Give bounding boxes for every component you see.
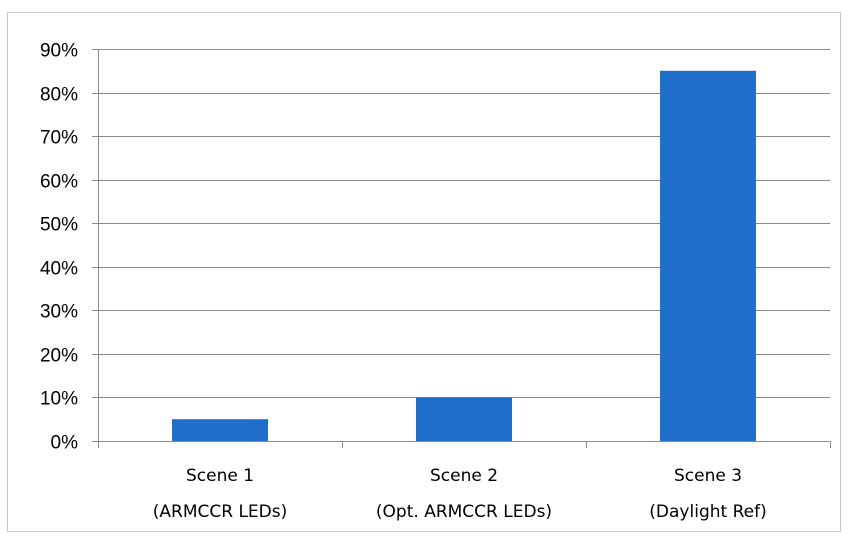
bars (172, 70, 756, 442)
y-tick-label: 50% (40, 215, 78, 236)
bar-3 (660, 70, 756, 442)
x-tick-label: (Daylight Ref) (649, 502, 766, 522)
y-tick-label: 80% (40, 85, 78, 106)
y-tick-label: 60% (40, 172, 78, 193)
y-tick-label: 90% (40, 41, 78, 62)
y-tick-label: 0% (51, 433, 79, 454)
y-tick-label: 20% (40, 346, 78, 367)
x-tick-label: (Opt. ARMCCR LEDs) (376, 502, 552, 522)
bar-2 (416, 397, 512, 441)
bar-1 (172, 419, 268, 441)
y-tick-label: 70% (40, 128, 78, 149)
y-tick-label: 30% (40, 302, 78, 323)
x-axis (98, 441, 831, 448)
x-axis-tick-labels: Scene 1 (ARMCCR LEDs) Scene 2 (Opt. ARMCCR … (153, 466, 767, 522)
y-tick-label: 40% (40, 259, 78, 280)
y-axis-tick-labels: 0% 10% 20% 30% 40% 50% 60% 70% 80% 90% (40, 41, 78, 454)
x-tick-label: (ARMCCR LEDs) (153, 502, 288, 522)
x-tick-label: Scene 1 (186, 466, 254, 486)
x-tick-label: Scene 2 (430, 466, 498, 486)
y-tick-label: 10% (40, 389, 78, 410)
x-tick-label: Scene 3 (674, 466, 742, 486)
